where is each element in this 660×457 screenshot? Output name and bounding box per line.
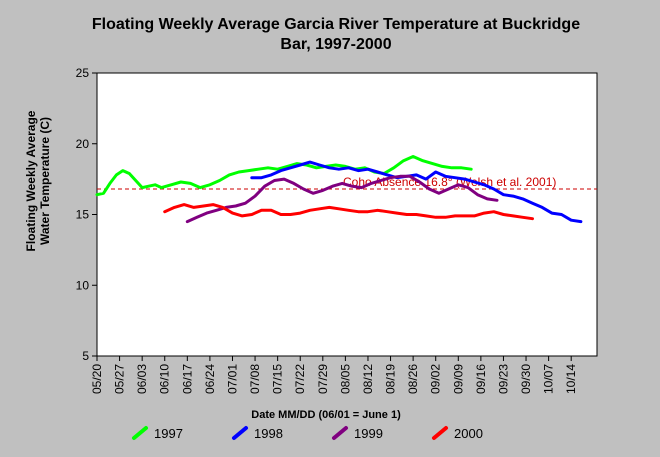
legend-label-2000: 2000 [454, 426, 483, 441]
x-tick-label: 10/07 [542, 364, 556, 394]
legend-swatch-1997 [132, 426, 148, 440]
series-line-1998 [250, 160, 583, 224]
chart-title: Floating Weekly Average Garcia River Tem… [92, 16, 580, 53]
legend-label-1999: 1999 [354, 426, 383, 441]
x-tick-label: 09/09 [451, 364, 465, 394]
x-tick-label: 07/22 [293, 364, 307, 394]
x-tick-label: 09/02 [429, 364, 443, 394]
y-axis-title-line-2: Water Temperature (C) [38, 117, 52, 245]
y-tick-label: 10 [76, 278, 90, 292]
x-tick-label: 07/01 [225, 364, 239, 394]
x-axis: 05/20 05/27 06/03 06/10 06/17 06/24 07/01 07/08… [90, 356, 578, 394]
chart-title-line-2: Bar, 1997-2000 [280, 36, 391, 53]
series-line-1999 [185, 174, 499, 224]
x-tick-label: 08/26 [406, 364, 420, 394]
x-tick-label: 07/15 [271, 364, 285, 394]
y-tick-label: 15 [76, 208, 90, 222]
x-tick-label: 09/30 [519, 364, 533, 394]
legend-label-1997: 1997 [154, 426, 183, 441]
y-tick-label: 5 [82, 349, 89, 363]
legend: 1997 1998 1999 2000 [132, 426, 483, 441]
x-tick-label: 07/29 [316, 364, 330, 394]
y-tick-label: 20 [76, 137, 90, 151]
x-tick-label: 06/17 [180, 364, 194, 394]
legend-swatch-2000 [432, 426, 448, 440]
legend-swatch-1998 [232, 426, 248, 440]
x-tick-label: 08/19 [384, 364, 398, 394]
plot-area [96, 72, 598, 357]
chart-title-line-1: Floating Weekly Average Garcia River Tem… [92, 16, 580, 33]
legend-label-1998: 1998 [254, 426, 283, 441]
x-tick-label: 08/05 [338, 364, 352, 394]
x-tick-label: 05/27 [113, 364, 127, 394]
x-tick-label: 07/08 [248, 364, 262, 394]
x-tick-label: 10/14 [564, 364, 578, 394]
x-tick-label: 05/20 [90, 364, 104, 394]
y-tick-label: 25 [76, 66, 90, 80]
series-group [95, 155, 583, 224]
series-line-2000 [163, 203, 534, 221]
y-axis-title: Floating Weekly Average Water Temperatur… [24, 110, 52, 251]
x-tick-label: 06/10 [158, 364, 172, 394]
y-axis: 5 10 15 20 25 [76, 66, 97, 363]
series-line-1997 [95, 155, 473, 197]
x-tick-label: 09/16 [474, 364, 488, 394]
x-tick-label: 08/12 [361, 364, 375, 394]
x-tick-label: 06/03 [135, 364, 149, 394]
y-axis-title-line-1: Floating Weekly Average [24, 110, 38, 251]
legend-swatch-1999 [332, 426, 348, 440]
x-tick-label: 09/23 [496, 364, 510, 394]
x-axis-title: Date MM/DD (06/01 = June 1) [251, 409, 401, 421]
x-tick-label: 06/24 [203, 364, 217, 394]
